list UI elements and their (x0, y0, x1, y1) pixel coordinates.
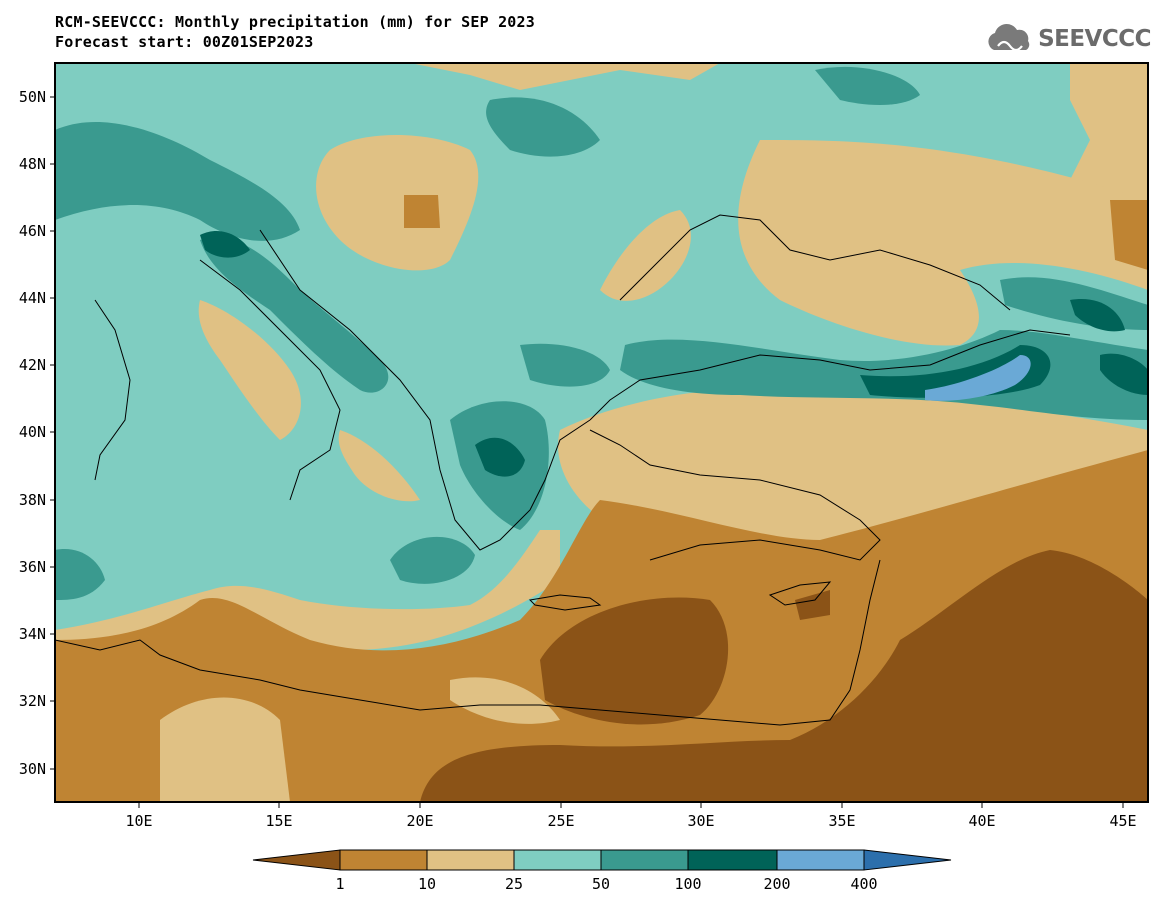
colorbar-label: 50 (592, 875, 610, 893)
lon-axis: 10E 15E 20E 25E 30E 35E 40E 45E (125, 802, 1137, 830)
lat-label: 40N (19, 423, 46, 441)
field-lt1-egypt (540, 597, 729, 725)
field-10-25-balkan-south (338, 430, 420, 502)
colorbar-label: 200 (763, 875, 790, 893)
field-50-100-north (815, 66, 920, 105)
colorbar-labels: 1 10 25 50 100 200 400 (335, 875, 877, 893)
field-100-200-georgia (1100, 353, 1148, 395)
lon-label: 10E (125, 812, 152, 830)
field-10-25-libya (160, 697, 290, 802)
lat-axis: 50N 48N 46N 44N 42N 40N 38N 36N 34N 32N … (19, 88, 55, 778)
field-1-10-ne (1110, 200, 1148, 270)
field-lt1-hungary (404, 195, 440, 228)
field-10-25-ukraine (600, 210, 691, 301)
field-100-200-greece (475, 437, 525, 477)
lat-label: 30N (19, 760, 46, 778)
colorbar-1-10 (339, 849, 428, 871)
lon-label: 20E (406, 812, 433, 830)
field-10-25-north (410, 63, 720, 90)
field-50-100-ionian (390, 536, 475, 584)
lat-label: 34N (19, 625, 46, 643)
colorbar-label: 100 (674, 875, 701, 893)
colorbar-50-100 (600, 849, 689, 871)
lat-label: 42N (19, 356, 46, 374)
colorbar-200-400 (776, 849, 865, 871)
field-10-25-pannonian (316, 135, 479, 271)
field-50-100-poland (486, 97, 600, 157)
field-10-25-east (738, 140, 1148, 346)
colorbar-label: 400 (850, 875, 877, 893)
field-100-200-caucasus (1070, 299, 1125, 332)
title-line-1: RCM-SEEVCCC: Monthly precipitation (mm) … (55, 13, 535, 31)
map-title: RCM-SEEVCCC: Monthly precipitation (mm) … (55, 12, 535, 52)
field-50-100-balkans (520, 343, 610, 387)
colorbar-lt1-triangle (252, 849, 341, 871)
field-100-200-alps (200, 230, 250, 258)
field-lt1-cyprus (795, 590, 830, 620)
coastlines (55, 214, 1071, 726)
colorbar (252, 849, 952, 871)
colorbar-100-200 (687, 849, 778, 871)
colorbar-label: 25 (505, 875, 523, 893)
logo-text: SEEVCCC (1038, 26, 1151, 52)
lon-label: 45E (1109, 812, 1136, 830)
colorbar-label: 10 (418, 875, 436, 893)
colorbar-25-50 (513, 849, 602, 871)
field-200-400-pontic (925, 355, 1031, 401)
precip-field (55, 63, 1148, 802)
lat-label: 50N (19, 88, 46, 106)
lat-label: 36N (19, 558, 46, 576)
cloud-icon (988, 24, 1030, 52)
lat-label: 46N (19, 222, 46, 240)
lat-label: 44N (19, 289, 46, 307)
lon-label: 30E (687, 812, 714, 830)
field-50-100-alps (55, 121, 300, 241)
seevccc-logo: SEEVCCC (984, 22, 1151, 56)
lon-label: 40E (968, 812, 995, 830)
lat-label: 32N (19, 692, 46, 710)
field-10-25-eg (450, 677, 560, 724)
field-10-25-italy (198, 300, 301, 440)
field-50-100-west (55, 549, 105, 600)
colorbar-gt400-triangle (863, 849, 952, 871)
lon-label: 25E (547, 812, 574, 830)
colorbar-label: 1 (335, 875, 344, 893)
lat-label: 48N (19, 155, 46, 173)
title-line-2: Forecast start: 00Z01SEP2023 (55, 33, 314, 51)
lon-label: 35E (828, 812, 855, 830)
lat-label: 38N (19, 491, 46, 509)
field-lt1-south (420, 550, 1148, 802)
field-50-100-adriatic (200, 237, 389, 393)
lon-label: 15E (265, 812, 292, 830)
colorbar-10-25 (426, 849, 515, 871)
